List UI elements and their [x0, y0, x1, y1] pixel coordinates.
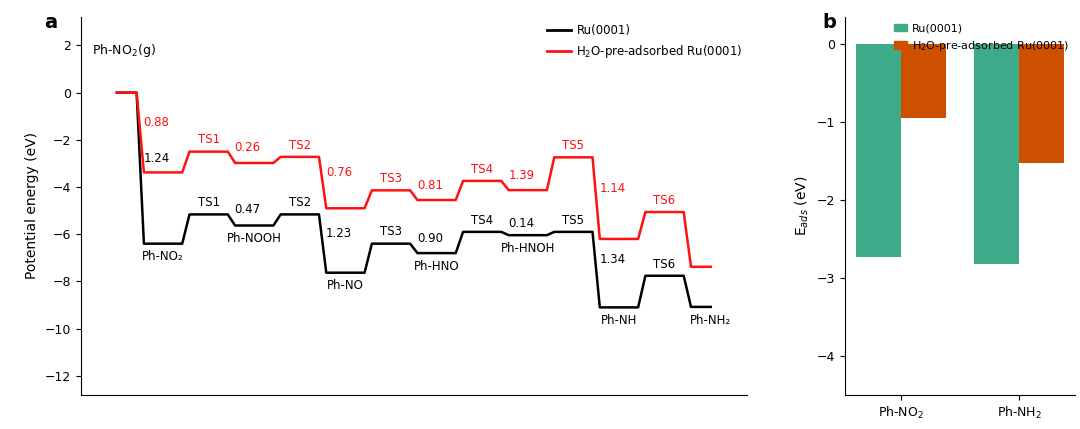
Text: 1.34: 1.34	[599, 253, 625, 266]
Legend: Ru(0001), H$_2$O-pre-adsorbed Ru(0001): Ru(0001), H$_2$O-pre-adsorbed Ru(0001)	[890, 19, 1074, 57]
Text: 1.14: 1.14	[599, 181, 625, 195]
Text: TS4: TS4	[471, 163, 494, 176]
Text: TS2: TS2	[288, 196, 311, 209]
Text: b: b	[822, 13, 836, 32]
Text: 0.88: 0.88	[144, 116, 170, 129]
Text: 0.76: 0.76	[326, 166, 352, 179]
Text: 1.39: 1.39	[509, 169, 535, 182]
Text: TS6: TS6	[653, 194, 676, 207]
Bar	[855, 45, 901, 257]
Text: 0.90: 0.90	[417, 232, 443, 245]
Y-axis label: E$_{ads}$ (eV): E$_{ads}$ (eV)	[794, 175, 811, 236]
Bar	[1020, 45, 1064, 163]
Text: Ph-NH: Ph-NH	[600, 314, 637, 327]
Text: 0.47: 0.47	[234, 203, 260, 216]
Text: TS1: TS1	[198, 196, 219, 209]
Legend: Ru(0001), H$_2$O-pre-adsorbed Ru(0001): Ru(0001), H$_2$O-pre-adsorbed Ru(0001)	[542, 19, 747, 65]
Bar	[901, 45, 946, 118]
Text: TS5: TS5	[563, 214, 584, 227]
Text: TS5: TS5	[563, 139, 584, 152]
Text: Ph-NO$_2$(g): Ph-NO$_2$(g)	[93, 42, 157, 59]
Text: TS1: TS1	[198, 133, 219, 146]
Text: Ph-NO₂: Ph-NO₂	[143, 250, 184, 263]
Text: 1.24: 1.24	[144, 151, 170, 165]
Text: 0.26: 0.26	[234, 141, 260, 154]
Text: 0.81: 0.81	[417, 178, 443, 192]
Text: Ph-HNOH: Ph-HNOH	[501, 242, 555, 255]
Text: TS3: TS3	[380, 172, 402, 185]
Text: Ph-HNO: Ph-HNO	[414, 260, 459, 273]
Text: 0.14: 0.14	[509, 217, 535, 230]
Bar	[974, 45, 1020, 264]
Text: TS3: TS3	[380, 226, 402, 239]
Text: Ph-NO: Ph-NO	[327, 279, 364, 292]
Text: TS4: TS4	[471, 214, 494, 227]
Text: Ph-NH₂: Ph-NH₂	[689, 314, 731, 326]
Y-axis label: Potential energy (eV): Potential energy (eV)	[25, 133, 39, 279]
Text: TS2: TS2	[288, 139, 311, 152]
Text: a: a	[44, 13, 57, 32]
Text: Ph-NOOH: Ph-NOOH	[227, 232, 282, 245]
Text: 1.23: 1.23	[326, 227, 352, 240]
Text: TS6: TS6	[653, 257, 676, 271]
